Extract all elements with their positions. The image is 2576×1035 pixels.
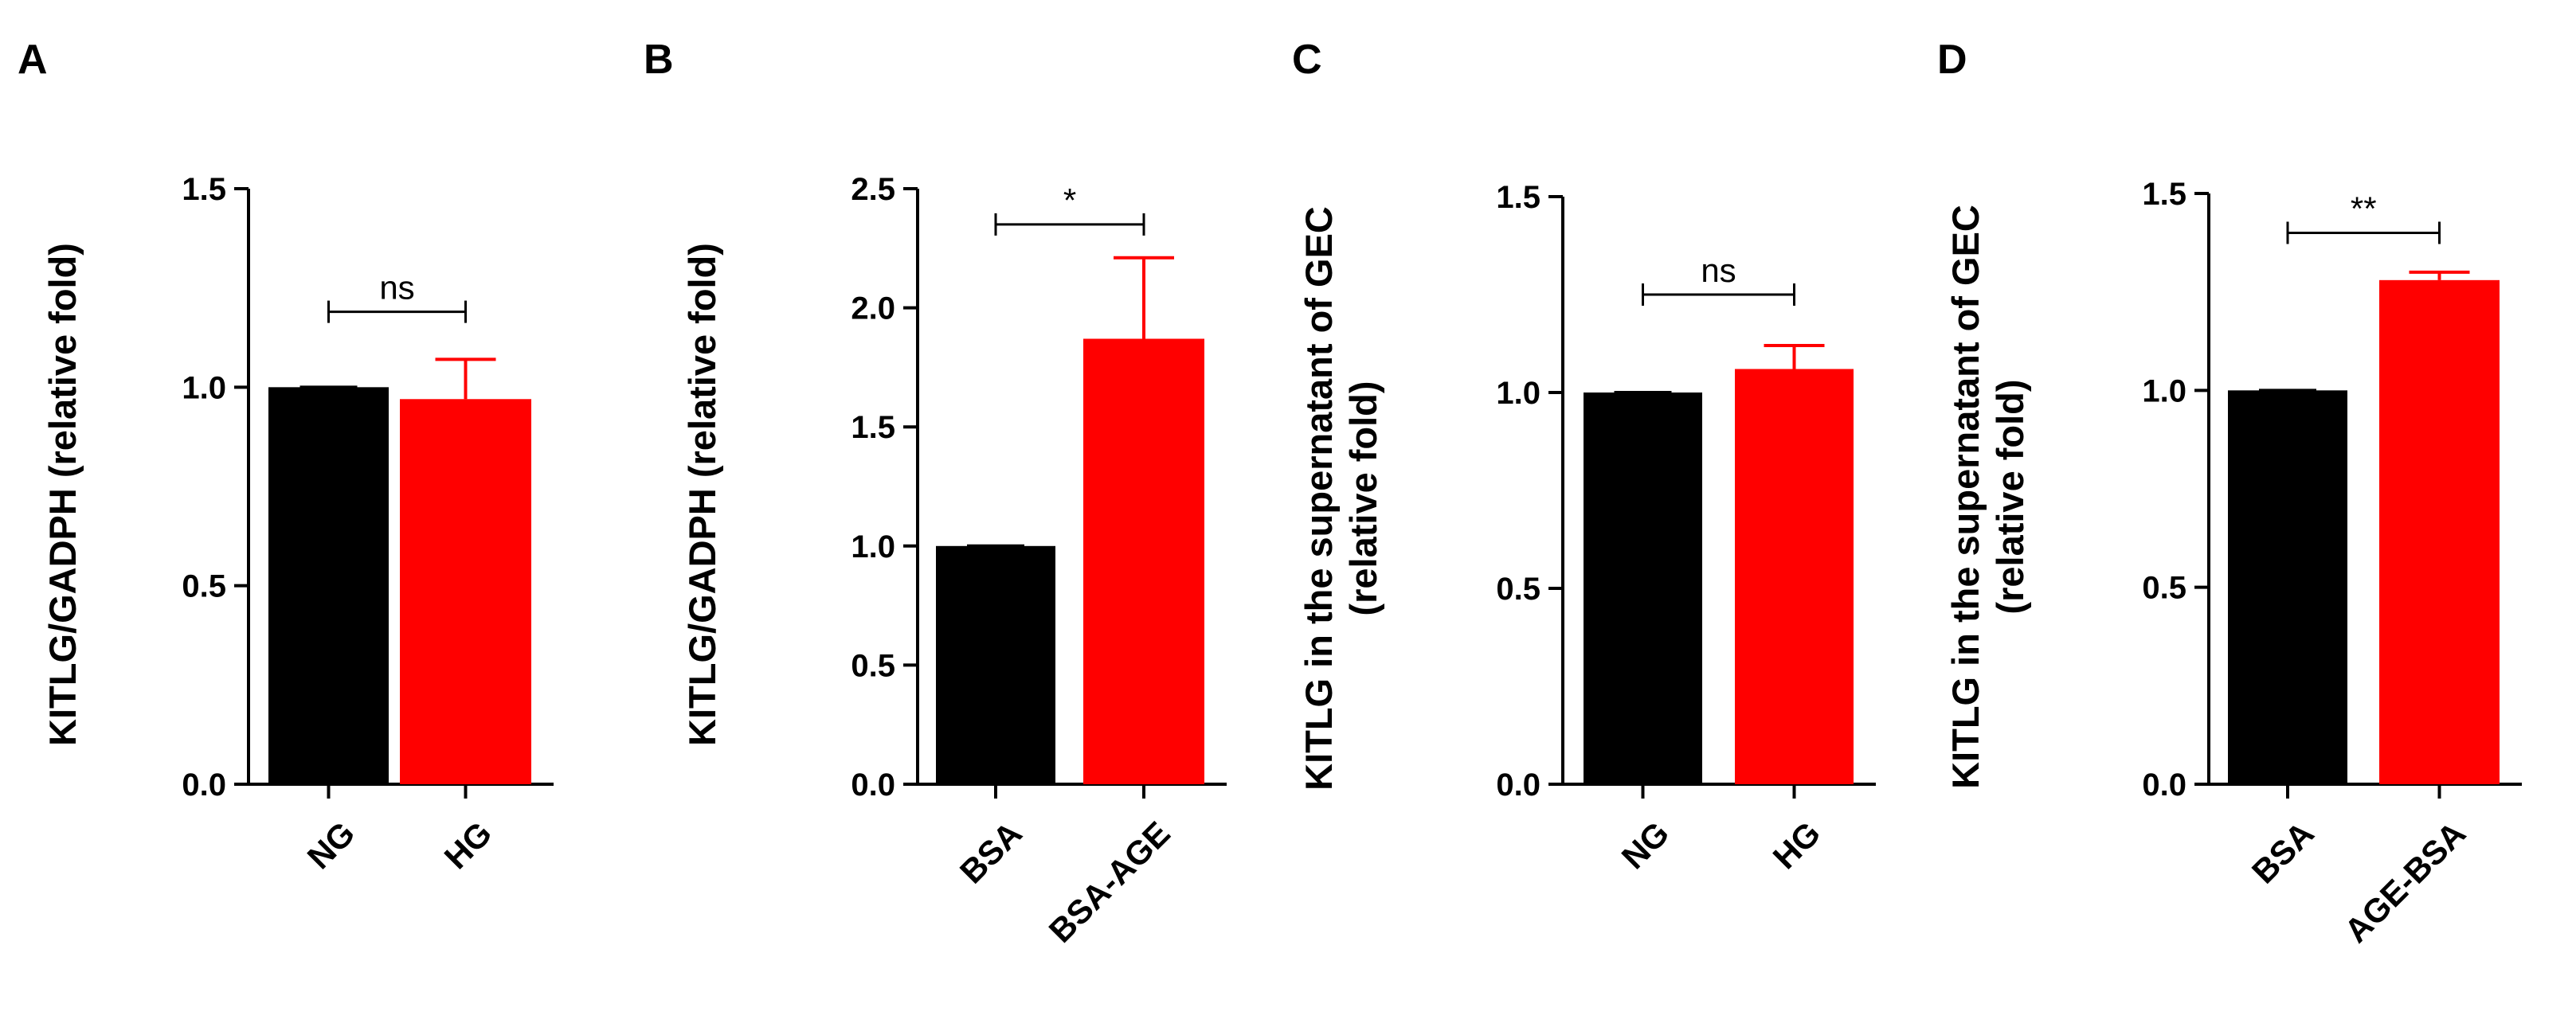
y-axis-label: (relative fold) — [1342, 381, 1384, 615]
y-tick-label: 1.5 — [182, 172, 226, 207]
y-axis-label: KITLG in the supernatant of GEC — [1944, 205, 1987, 789]
y-tick-label: 1.0 — [851, 529, 895, 564]
x-tick-label: HG — [437, 814, 499, 877]
y-axis-label: KITLG/GADPH (relative fold) — [41, 243, 84, 746]
x-tick-label: AGE-BSA — [2337, 814, 2472, 950]
chart-panel-c: C 0.0 0.5 1.0 1.5 KITLG in the supernatant of… — [1292, 37, 1876, 876]
x-tick-label: BSA-AGE — [1042, 814, 1177, 950]
y-tick-label: 1.5 — [2142, 177, 2186, 212]
chart-panel-d: D 0.0 0.5 1.0 1.5 KITLG in the supernatant of… — [1937, 37, 2522, 950]
bar-age-bsa — [2379, 279, 2500, 784]
chart-panel-a: A 0.0 0.5 1.0 1.5 KITLG/GADPH (relative fold)… — [18, 37, 554, 876]
y-tick-label: 1.5 — [1496, 180, 1541, 215]
panel-letter: C — [1292, 37, 1322, 83]
y-tick-label: 0.5 — [182, 569, 226, 604]
y-axis-label: KITLG in the supernatant of GEC — [1298, 206, 1340, 791]
bar-hg — [400, 399, 531, 784]
y-axis-label: KITLG/GADPH (relative fold) — [681, 243, 723, 746]
chart-panel-b: B 0.0 0.5 1.0 1.5 2.0 2.5 KITLG/GADPH (relative… — [644, 37, 1227, 950]
y-tick-label: 0.0 — [851, 767, 895, 803]
y-tick-label: 1.5 — [851, 410, 895, 445]
x-tick-label: BSA — [2245, 814, 2321, 891]
y-tick-label: 1.0 — [2142, 373, 2186, 408]
bar-ng — [268, 387, 389, 784]
x-tick-label: NG — [1615, 814, 1677, 877]
bar-bsa — [936, 545, 1055, 784]
bar-bsa-age — [1083, 338, 1204, 785]
significance-label: ** — [2351, 189, 2377, 227]
significance-label: * — [1063, 182, 1076, 219]
y-tick-label: 0.5 — [1496, 572, 1541, 607]
x-tick-label: BSA — [953, 814, 1029, 891]
panel-letter: B — [644, 37, 674, 83]
y-axis-label: (relative fold) — [1989, 379, 2031, 614]
y-tick-label: 0.0 — [2142, 767, 2186, 803]
bar-bsa — [2228, 390, 2347, 784]
significance-label: ns — [1701, 252, 1736, 289]
y-tick-label: 1.0 — [182, 370, 226, 405]
y-tick-label: 2.5 — [851, 172, 895, 207]
bar-hg — [1735, 369, 1854, 785]
y-tick-label: 0.5 — [851, 648, 895, 683]
y-tick-label: 2.0 — [851, 291, 895, 326]
y-tick-label: 1.0 — [1496, 376, 1541, 411]
y-tick-label: 0.0 — [1496, 767, 1541, 803]
panel-letter: D — [1937, 37, 1967, 83]
x-tick-label: HG — [1766, 814, 1828, 877]
significance-label: ns — [379, 269, 414, 307]
y-tick-label: 0.0 — [182, 767, 226, 803]
y-tick-label: 0.5 — [2142, 571, 2186, 606]
panel-letter: A — [18, 37, 48, 83]
bar-ng — [1584, 393, 1702, 784]
x-tick-label: NG — [300, 814, 362, 877]
